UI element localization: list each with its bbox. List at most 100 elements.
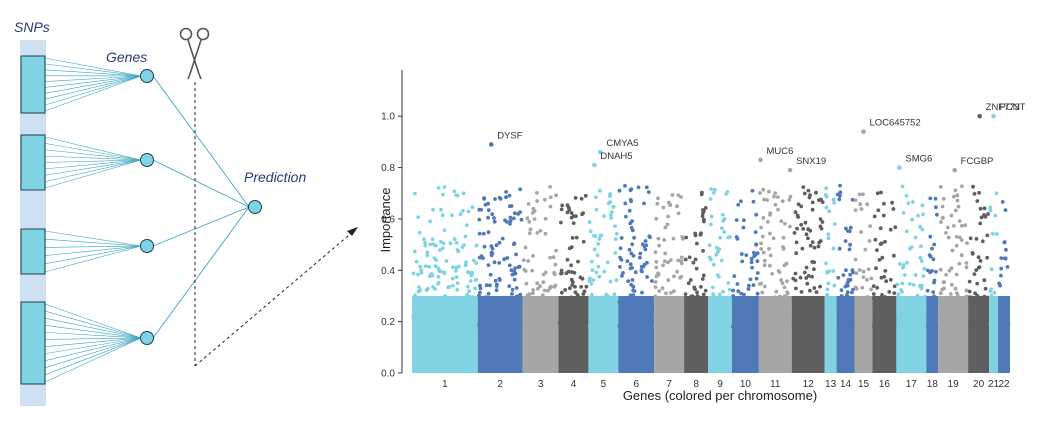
snp-gene-edge [44,63,142,77]
data-point [580,276,585,281]
data-point [923,294,927,299]
data-point [796,202,801,207]
data-point [531,316,535,320]
data-point [785,290,790,294]
data-point [576,294,581,299]
data-point [975,293,980,298]
data-point [497,240,502,245]
chromosome-band [522,295,559,373]
snp-gene-edge [44,245,142,248]
data-point [535,191,539,195]
gene-node [140,331,154,345]
data-point [663,310,668,315]
data-point [910,200,915,204]
data-point [804,265,809,270]
data-point [820,220,825,224]
data-point [673,323,678,328]
data-point [721,218,726,223]
data-point [684,296,688,300]
data-point [511,216,516,221]
data-point [992,290,997,295]
data-point [538,284,542,288]
data-point [871,324,876,329]
data-point [920,283,924,288]
data-point [536,286,540,291]
data-point [636,308,641,313]
data-point [482,315,486,319]
data-point [419,324,424,329]
data-point [588,303,593,308]
data-point [779,321,784,325]
data-point [931,290,936,294]
data-point [425,311,429,315]
arrowhead [347,227,358,236]
data-point [734,235,739,239]
data-point [952,299,957,304]
data-point [758,191,762,195]
gene-point [488,142,494,147]
data-point [765,316,770,321]
data-point [955,193,960,198]
data-point [528,308,532,312]
gene-point [598,149,603,155]
gene-node [140,153,154,167]
data-point [526,202,531,206]
data-point [515,294,519,299]
data-point [423,243,428,248]
data-point [788,224,792,229]
data-point [770,272,774,276]
data-point [827,209,832,214]
data-point [414,259,419,264]
data-point [493,324,497,329]
data-point [681,322,685,327]
snp-gene-edge [44,75,142,112]
data-point [787,310,792,315]
snp-gene-edge [44,75,142,94]
data-point [770,298,774,303]
data-point [977,190,981,195]
data-point [889,319,894,323]
data-point [565,203,570,208]
data-point [684,312,688,316]
x-tick-label: 18 [927,379,939,390]
data-point [794,286,798,291]
gene-prediction-edge [152,206,250,339]
data-point [477,293,481,298]
data-point [571,221,576,226]
data-point [810,260,815,264]
data-point [695,290,699,295]
data-point [815,324,820,329]
data-point [904,193,909,198]
data-point [608,192,613,196]
data-point [608,307,613,311]
data-point [628,188,633,193]
data-point [467,289,471,294]
data-point [853,257,858,262]
data-point [1003,298,1008,303]
data-point [921,212,925,217]
data-point [988,208,993,213]
data-point [638,255,642,260]
data-point [591,322,596,326]
data-point [417,285,421,289]
data-point [427,264,432,269]
data-point [588,229,593,234]
data-point [779,278,783,282]
data-point [690,323,695,328]
data-point [550,297,554,301]
x-axis-label: Genes (colored per chromosome) [623,388,817,403]
data-point [541,272,546,277]
data-point [994,232,999,236]
data-point [670,193,675,197]
data-point [504,190,508,194]
data-point [749,256,754,261]
data-point [618,265,622,269]
data-point [645,275,649,279]
data-point [953,286,958,291]
data-point [572,304,577,309]
data-point [746,316,751,321]
data-point [896,301,901,306]
data-point [915,293,920,298]
data-point [837,246,842,251]
data-point [748,277,753,282]
